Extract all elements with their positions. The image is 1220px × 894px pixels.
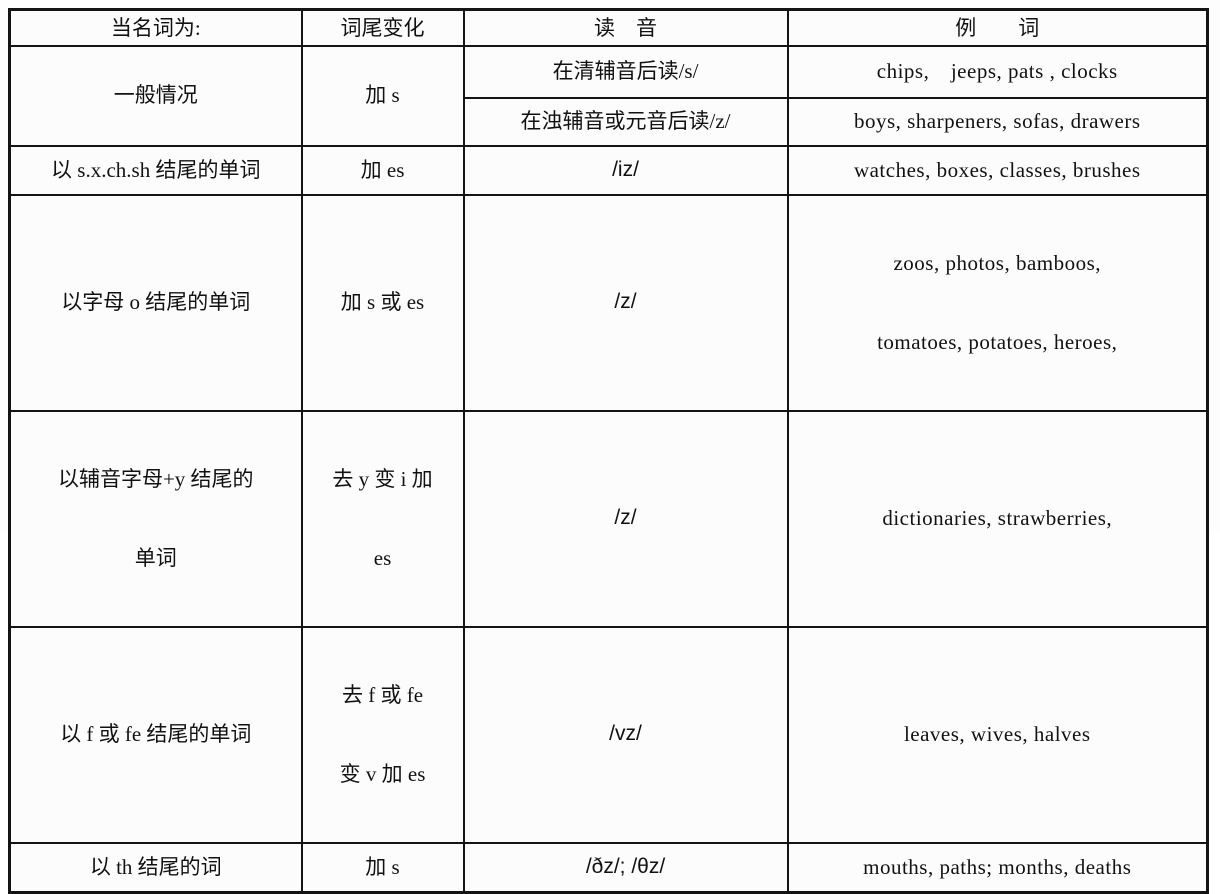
table-row-letter-o: 以字母 o 结尾的单词 加 s 或 es /z/ zoos, photos, b… (8, 193, 1209, 412)
cell-noun-type: 以字母 o 结尾的单词 (8, 193, 303, 412)
cell-examples: watches, boxes, classes, brushes (786, 144, 1209, 196)
cell-ending-change: 加 s (300, 44, 465, 147)
cell-ending-change: 加 es (300, 144, 465, 196)
cell-pronunciation: /z/ (462, 193, 789, 412)
cell-examples: chips, jeeps, pats , clocks (786, 44, 1209, 99)
plural-rules-table: 当名词为: 词尾变化 读 音 例 词 一般情况 加 s 在清辅音后读/s/ ch… (8, 8, 1209, 894)
cell-ending-change: 去 y 变 i 加 es (300, 409, 465, 628)
noun-type-line-2: 单词 (134, 545, 177, 570)
cell-pronunciation: 在清辅音后读/s/ (462, 44, 789, 99)
cell-noun-type: 以辅音字母+y 结尾的 单词 (8, 409, 303, 628)
cell-pronunciation: /z/ (462, 409, 789, 628)
cell-ending-change: 去 f 或 fe 变 v 加 es (300, 625, 465, 844)
scanned-document-page: 当名词为: 词尾变化 读 音 例 词 一般情况 加 s 在清辅音后读/s/ ch… (8, 8, 1209, 894)
cell-noun-type: 以 f 或 fe 结尾的单词 (8, 625, 303, 844)
cell-ending-change: 加 s (300, 841, 465, 894)
examples-line-2: tomatoes, potatoes, heroes, (877, 329, 1118, 354)
ending-change-line-2: 变 v 加 es (339, 761, 426, 786)
ending-change-line-1: 去 y 变 i 加 (332, 467, 433, 491)
cell-pronunciation: 在浊辅音或元音后读/z/ (462, 96, 789, 147)
cell-pronunciation: /vz/ (462, 625, 789, 844)
cell-noun-type: 一般情况 (8, 44, 303, 147)
table-header-row: 当名词为: 词尾变化 读 音 例 词 (8, 8, 1209, 47)
header-ending-change: 词尾变化 (300, 8, 465, 47)
table-row-general-b: 在浊辅音或元音后读/z/ boys, sharpeners, sofas, dr… (10, 96, 1209, 147)
table-row-sxchsh: 以 s.x.ch.sh 结尾的单词 加 es /iz/ watches, box… (8, 144, 1209, 196)
cell-examples: leaves, wives, halves (786, 625, 1209, 844)
cell-examples: dictionaries, strawberries, (786, 409, 1209, 628)
cell-examples: mouths, paths; months, deaths (786, 841, 1209, 894)
header-pronunciation: 读 音 (462, 8, 789, 47)
cell-examples: boys, sharpeners, sofas, drawers (786, 96, 1209, 147)
cell-noun-type: 以 s.x.ch.sh 结尾的单词 (8, 144, 303, 196)
cell-ending-change: 加 s 或 es (300, 193, 465, 412)
table-row-general-a: 一般情况 加 s 在清辅音后读/s/ chips, jeeps, pats , … (8, 44, 1209, 147)
noun-type-line-1: 以辅音字母+y 结尾的 (57, 467, 254, 491)
cell-noun-type: 以 th 结尾的词 (8, 841, 303, 894)
cell-examples: zoos, photos, bamboos, tomatoes, potatoe… (786, 193, 1209, 412)
cell-pronunciation: /ðz/; /θz/ (462, 841, 789, 894)
cell-pronunciation: /iz/ (462, 144, 789, 196)
ending-change-line-1: 去 f 或 fe (341, 683, 424, 707)
examples-line-1: zoos, photos, bamboos, (893, 251, 1102, 275)
header-noun-type: 当名词为: (8, 8, 303, 47)
ending-change-line-2: es (373, 545, 392, 570)
table-row-consonant-y: 以辅音字母+y 结尾的 单词 去 y 变 i 加 es /z/ dictiona… (8, 409, 1209, 628)
header-examples: 例 词 (786, 8, 1209, 47)
table-row-f-fe: 以 f 或 fe 结尾的单词 去 f 或 fe 变 v 加 es /vz/ le… (8, 625, 1209, 844)
table-row-th: 以 th 结尾的词 加 s /ðz/; /θz/ mouths, paths; … (8, 841, 1209, 894)
